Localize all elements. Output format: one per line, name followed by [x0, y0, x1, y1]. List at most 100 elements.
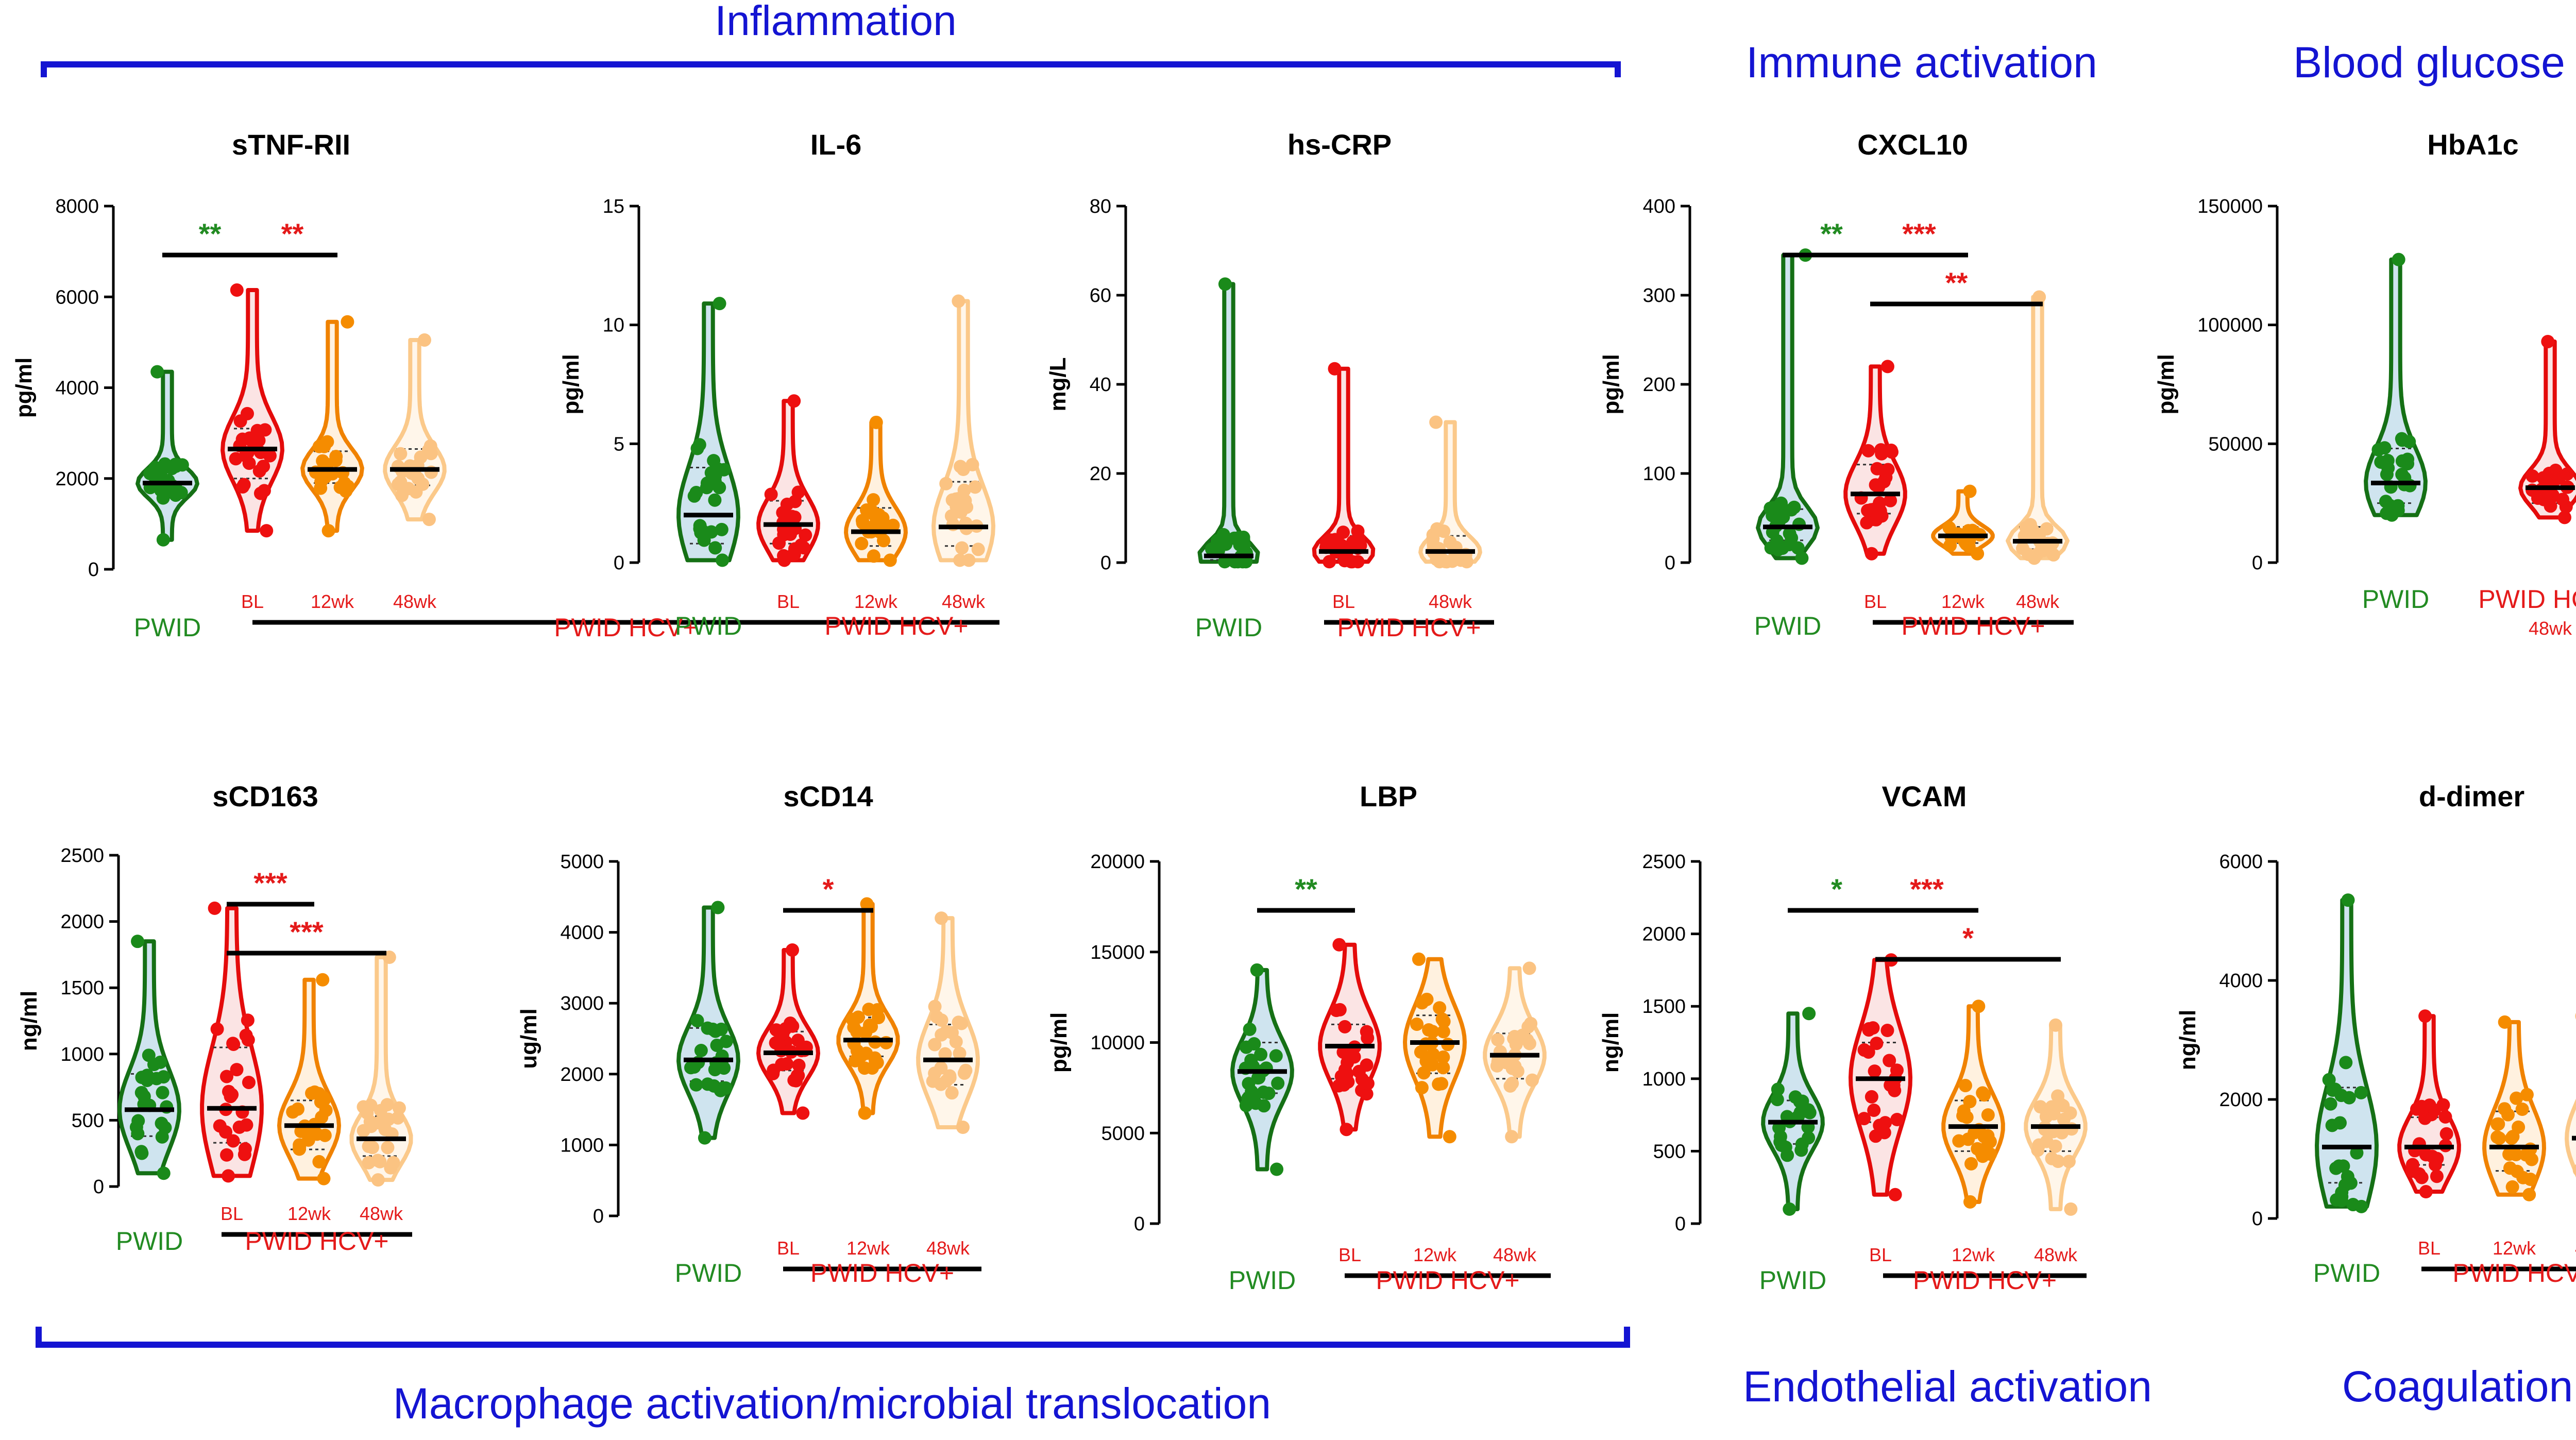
- data-point: [312, 1155, 326, 1168]
- data-point: [708, 1024, 722, 1038]
- data-point: [293, 1140, 307, 1154]
- sub-label-w12: 12wk: [311, 591, 354, 612]
- panel-title: d-dimer: [2419, 780, 2524, 812]
- data-point: [2395, 433, 2409, 447]
- panel-lbp: LBP 0 5000 10000 15000 20000 pg/ml ** PWID BL 12wk…: [1046, 780, 1551, 1295]
- data-point: [2436, 1098, 2450, 1112]
- data-point: [381, 1141, 395, 1155]
- sub-label-bl: BL: [777, 1238, 800, 1259]
- panel-title: hs-CRP: [1287, 128, 1392, 161]
- y-tick-label: 0: [88, 559, 99, 581]
- data-point: [218, 1125, 232, 1139]
- y-axis-label: ug/ml: [516, 1008, 541, 1069]
- data-point: [1426, 1025, 1439, 1039]
- sub-label-w48: 48wk: [1493, 1244, 1537, 1265]
- data-point: [286, 1105, 300, 1119]
- data-point: [711, 901, 725, 914]
- data-point: [928, 999, 942, 1013]
- sub-label-w12: 12wk: [1941, 591, 1985, 612]
- y-tick-label: 1000: [560, 1134, 604, 1156]
- data-point: [155, 1130, 169, 1144]
- violin-pwid: [676, 301, 740, 563]
- data-point: [713, 481, 726, 495]
- data-point: [1435, 1077, 1449, 1091]
- y-axis-label: pg/ml: [558, 354, 584, 414]
- data-point: [1874, 443, 1888, 457]
- data-point: [1270, 1162, 1284, 1176]
- data-point: [257, 460, 270, 473]
- y-tick-label: 1500: [1642, 996, 1686, 1018]
- inflammation-header: Inflammation: [715, 0, 956, 44]
- y-tick-label: 15000: [1090, 942, 1145, 963]
- data-point: [778, 1022, 792, 1036]
- data-point: [791, 485, 805, 499]
- data-point: [952, 294, 965, 308]
- data-point: [1250, 963, 1264, 977]
- data-point: [263, 449, 277, 463]
- y-tick-label: 2500: [1642, 851, 1686, 873]
- endothelial-header: Endothelial activation: [1743, 1362, 2152, 1411]
- panel-title: HbA1c: [2427, 128, 2518, 161]
- violin-w48: [1418, 420, 1482, 564]
- data-point: [1887, 1078, 1901, 1092]
- data-point: [1957, 1104, 1971, 1118]
- data-point: [869, 1053, 883, 1067]
- y-tick-label: 8000: [55, 196, 99, 217]
- data-point: [1793, 1106, 1807, 1120]
- y-tick-label: 2000: [2219, 1089, 2263, 1111]
- data-point: [796, 1106, 810, 1120]
- panel-title: sCD163: [212, 780, 318, 812]
- data-point: [786, 548, 800, 562]
- data-point: [2524, 1153, 2538, 1166]
- data-point: [1323, 555, 1336, 569]
- data-point: [310, 1127, 324, 1141]
- sub-label-bl: BL: [1869, 1244, 1892, 1265]
- data-point: [2405, 1158, 2419, 1172]
- data-point: [2506, 1129, 2520, 1143]
- panel-d-dimer: d-dimer 0 2000 4000 6000 ng/ml PWID BL 12wk 48wkP…: [2175, 780, 2576, 1287]
- data-point: [2522, 1188, 2536, 1201]
- violin-pwid: [1761, 1011, 1825, 1211]
- data-point: [796, 541, 810, 555]
- data-point: [1890, 1113, 1904, 1127]
- data-point: [955, 1017, 969, 1030]
- sub-label-w12: 12wk: [1952, 1244, 1995, 1265]
- y-tick-label: 500: [1653, 1141, 1686, 1162]
- data-point: [157, 1166, 171, 1180]
- data-point: [329, 453, 343, 467]
- data-point: [1888, 1188, 1902, 1201]
- data-point: [1873, 1119, 1887, 1132]
- data-point: [1964, 1157, 1978, 1171]
- data-point: [321, 524, 335, 538]
- data-point: [1437, 524, 1451, 538]
- y-axis-label: ng/ml: [16, 991, 42, 1051]
- data-point: [2516, 1171, 2530, 1184]
- data-point: [1865, 547, 1878, 561]
- sub-label-w48: 48wk: [2034, 1244, 2078, 1265]
- y-tick-label: 500: [72, 1110, 104, 1131]
- y-axis-label: mg/L: [1045, 357, 1071, 411]
- sub-label-w48: 48wk: [1429, 591, 1472, 612]
- y-tick-label: 10000: [1090, 1032, 1145, 1054]
- data-point: [2333, 1116, 2347, 1130]
- data-point: [2379, 495, 2393, 509]
- data-point: [1347, 1050, 1361, 1064]
- data-point: [945, 1086, 959, 1100]
- data-point: [717, 463, 731, 477]
- data-point: [135, 1071, 149, 1085]
- group-label-hcv: PWID HCV+: [554, 613, 698, 642]
- data-point: [1251, 1071, 1265, 1085]
- violin-w48: [2006, 295, 2070, 561]
- data-point: [1345, 555, 1359, 569]
- data-point: [2023, 518, 2037, 532]
- panel-scd14: sCD14 0 1000 2000 3000 4000 5000 ug/ml * PWID BL 12…: [516, 780, 981, 1287]
- data-point: [2048, 1018, 2062, 1032]
- data-point: [959, 1063, 973, 1077]
- data-point: [1271, 1076, 1285, 1090]
- data-point: [314, 475, 328, 488]
- panel-title: LBP: [1360, 780, 1417, 812]
- data-point: [855, 536, 869, 550]
- data-point: [713, 297, 726, 311]
